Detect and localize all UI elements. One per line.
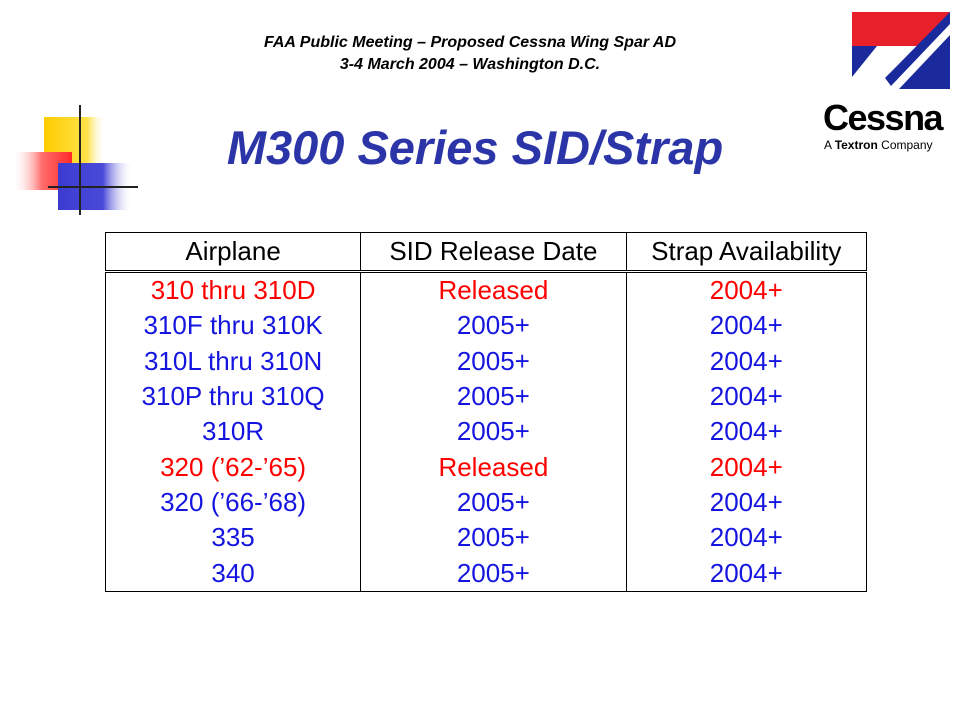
logo-subtitle: A Textron Company	[824, 138, 933, 152]
cell-sid-release-date: 2005+	[360, 484, 627, 521]
header-line-1: FAA Public Meeting – Proposed Cessna Win…	[263, 34, 677, 51]
decorative-squares	[12, 105, 138, 215]
table-row: 335 2005+ 2004+	[104, 520, 868, 556]
cell-sid-release-date: Released	[360, 271, 627, 309]
cell-sid-release-date: 2005+	[360, 378, 627, 415]
col-header-strap-availability: Strap Availability	[625, 232, 868, 273]
cell-airplane: 320 (’62-’65)	[104, 449, 362, 485]
cell-strap-availability: 2004+	[625, 308, 868, 344]
table-row: 310P thru 310Q 2005+ 2004+	[104, 378, 868, 415]
cell-airplane: 310F thru 310K	[104, 308, 362, 344]
cell-airplane: 335	[104, 520, 362, 556]
cell-airplane: 310R	[104, 414, 362, 450]
header-line-2: 3-4 March 2004 – Washington D.C.	[339, 56, 601, 73]
cell-strap-availability: 2004+	[625, 449, 868, 485]
cell-strap-availability: 2004+	[625, 520, 868, 556]
col-header-airplane: Airplane	[104, 232, 362, 273]
cell-sid-release-date: 2005+	[360, 520, 627, 556]
cessna-logo-icon	[852, 12, 950, 89]
slide-title: M300 Series SID/Strap	[226, 121, 724, 174]
cell-sid-release-date: 2005+	[360, 308, 627, 344]
cell-airplane: 320 (’66-’68)	[104, 484, 362, 521]
logo-wordmark: Cessna	[823, 97, 944, 138]
table-row: 320 (’66-’68) 2005+ 2004+	[104, 484, 868, 521]
cell-strap-availability: 2004+	[625, 484, 868, 521]
cell-airplane: 310L thru 310N	[104, 343, 362, 379]
table-row: 310 thru 310D Released 2004+	[104, 271, 868, 309]
cell-strap-availability: 2004+	[625, 343, 868, 379]
cell-strap-availability: 2004+	[625, 414, 868, 450]
cell-airplane: 310 thru 310D	[104, 271, 362, 309]
cell-strap-availability: 2004+	[625, 378, 868, 415]
cell-strap-availability: 2004+	[625, 555, 868, 592]
table-row: 340 2005+ 2004+	[104, 555, 868, 592]
sid-strap-table: Airplane SID Release Date Strap Availabi…	[104, 232, 868, 592]
table-header-row: Airplane SID Release Date Strap Availabi…	[104, 232, 868, 273]
table-row: 310L thru 310N 2005+ 2004+	[104, 343, 868, 379]
table-row: 320 (’62-’65) Released 2004+	[104, 449, 868, 485]
cell-airplane: 310P thru 310Q	[104, 378, 362, 415]
cell-airplane: 340	[104, 555, 362, 592]
table-row: 310R 2005+ 2004+	[104, 414, 868, 450]
meeting-header: FAA Public Meeting – Proposed Cessna Win…	[170, 32, 770, 76]
cell-sid-release-date: 2005+	[360, 343, 627, 379]
cell-sid-release-date: 2005+	[360, 555, 627, 592]
cell-strap-availability: 2004+	[625, 271, 868, 309]
col-header-sid-release-date: SID Release Date	[360, 232, 627, 273]
table-row: 310F thru 310K 2005+ 2004+	[104, 308, 868, 344]
cell-sid-release-date: 2005+	[360, 414, 627, 450]
cell-sid-release-date: Released	[360, 449, 627, 485]
